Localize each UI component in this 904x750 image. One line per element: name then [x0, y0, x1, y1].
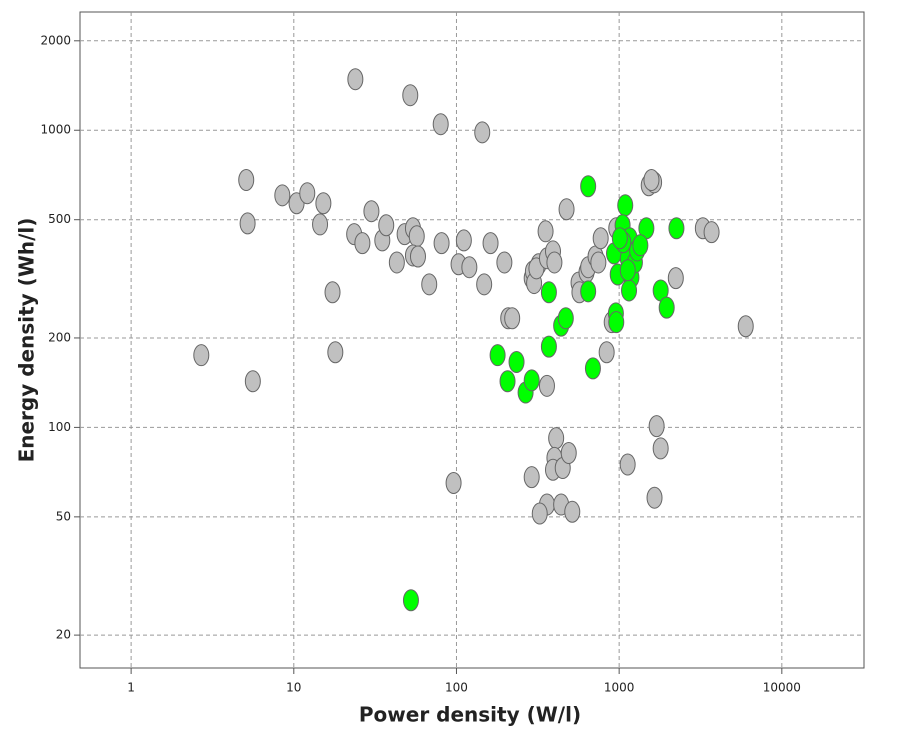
point — [347, 68, 364, 91]
point — [621, 279, 638, 302]
y-tick-label: 50 — [56, 509, 71, 523]
point — [546, 251, 563, 274]
point — [402, 589, 419, 612]
point — [455, 229, 472, 252]
point — [537, 220, 554, 243]
point — [408, 225, 425, 248]
point — [504, 307, 521, 330]
point — [476, 273, 493, 296]
x-tick-label: 100 — [445, 681, 468, 695]
point — [703, 221, 720, 244]
point — [445, 471, 462, 494]
point — [299, 182, 316, 205]
point — [315, 192, 332, 215]
point — [619, 259, 636, 282]
x-tick-label: 10000 — [763, 681, 801, 695]
point — [608, 311, 625, 334]
point — [388, 251, 405, 274]
point — [617, 194, 634, 217]
point — [312, 213, 329, 236]
point — [592, 227, 609, 250]
point — [560, 442, 577, 465]
point — [632, 234, 649, 257]
point — [324, 281, 341, 304]
point — [658, 296, 675, 319]
point — [652, 437, 669, 460]
point — [409, 245, 426, 268]
point — [482, 232, 499, 255]
x-axis-label: Power density (W/l) — [359, 703, 581, 727]
point — [489, 344, 506, 367]
x-tick-label: 10 — [286, 681, 301, 695]
point — [558, 198, 575, 221]
point — [737, 315, 754, 338]
point — [667, 267, 684, 290]
point — [461, 256, 478, 279]
point — [433, 232, 450, 255]
x-tick-label: 1 — [127, 681, 135, 695]
point — [244, 370, 261, 393]
point — [193, 344, 210, 367]
point — [668, 217, 685, 240]
point — [239, 212, 256, 235]
x-tick-label: 1000 — [604, 681, 635, 695]
y-tick-label: 500 — [48, 212, 71, 226]
point — [643, 169, 660, 192]
point — [540, 335, 557, 358]
y-tick-label: 1000 — [40, 123, 71, 137]
point — [474, 121, 491, 144]
y-tick-label: 100 — [48, 420, 71, 434]
point — [580, 175, 597, 198]
point — [598, 341, 615, 364]
point — [646, 486, 663, 509]
point — [580, 280, 597, 303]
point — [540, 281, 557, 304]
y-tick-label: 200 — [48, 330, 71, 344]
point — [402, 84, 419, 107]
point — [557, 307, 574, 330]
y-axis-label: Energy density (Wh/l) — [15, 218, 39, 463]
point — [584, 357, 601, 380]
point — [619, 453, 636, 476]
point — [496, 251, 513, 274]
y-tick-label: 2000 — [40, 33, 71, 47]
point — [354, 232, 371, 255]
point — [363, 200, 380, 223]
point — [499, 370, 516, 393]
point — [531, 502, 548, 525]
plot-area — [79, 11, 865, 669]
point — [523, 466, 540, 489]
point — [548, 427, 565, 450]
point — [611, 227, 628, 250]
point — [327, 341, 344, 364]
point — [590, 251, 607, 274]
point — [538, 374, 555, 397]
point — [421, 273, 438, 296]
point — [508, 350, 525, 373]
point — [648, 415, 665, 438]
y-tick-label: 20 — [56, 628, 71, 642]
point — [238, 169, 255, 192]
point — [378, 214, 395, 237]
point — [274, 184, 291, 207]
point — [523, 369, 540, 392]
point — [564, 500, 581, 523]
point — [432, 113, 449, 136]
